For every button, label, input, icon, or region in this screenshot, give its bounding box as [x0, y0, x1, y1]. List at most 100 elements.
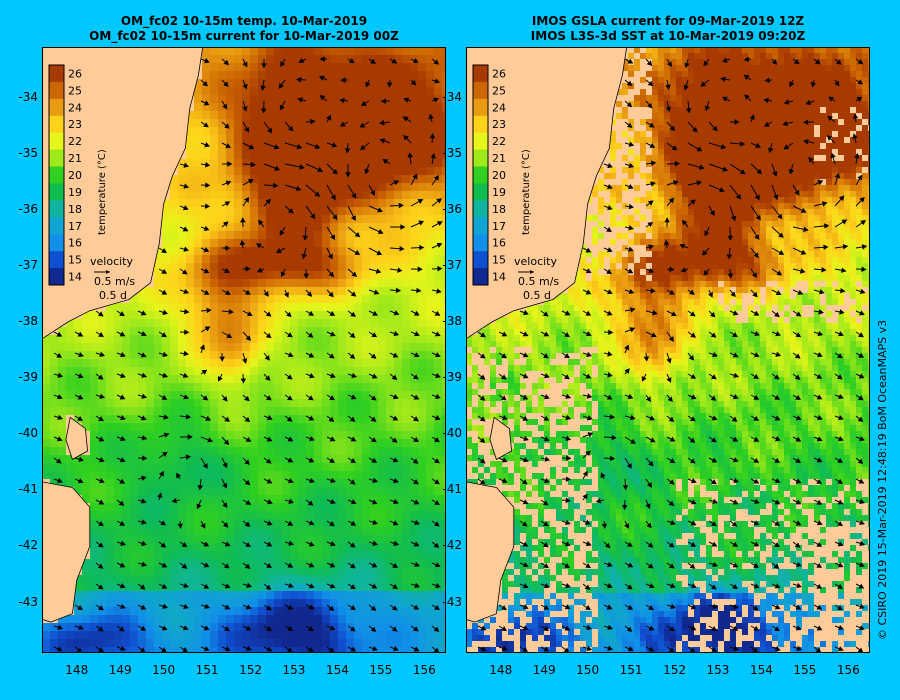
velocity-arrow [263, 163, 281, 171]
velocity-arrow [368, 519, 379, 525]
velocity-arrow [750, 394, 760, 400]
velocity-arrow [834, 267, 847, 273]
velocity-arrow [263, 310, 272, 317]
left-title-line2: OM_fc02 10-15m current for 10-Mar-2019 0… [89, 29, 399, 43]
velocity-arrow [792, 352, 801, 359]
velocity-arrow [389, 58, 398, 64]
velocity-arrow [601, 520, 608, 529]
velocity-arrow [600, 472, 606, 480]
velocity-arrow [263, 604, 272, 611]
velocity-arrow [221, 478, 228, 489]
velocity-arrow [729, 583, 738, 589]
velocity-arrow [158, 646, 167, 653]
velocity-arrow [834, 373, 843, 380]
velocity-arrow [729, 372, 740, 378]
velocity-arrow [305, 499, 314, 506]
velocity-arrow [540, 604, 550, 610]
velocity-arrow [729, 625, 739, 631]
velocity-arrow [284, 625, 294, 631]
velocity-arrow [326, 205, 338, 221]
velocity-arrow [624, 646, 634, 652]
velocity-arrow [855, 415, 864, 422]
velocity-arrow [242, 499, 252, 505]
velocity-arrow [834, 562, 844, 568]
velocity-arrow [687, 562, 696, 569]
velocity-arrow [179, 226, 189, 232]
velocity-arrow [431, 288, 442, 294]
velocity-arrow [410, 173, 418, 186]
velocity-arrow [74, 373, 84, 379]
velocity-arrow [750, 226, 760, 240]
velocity-arrow [199, 344, 205, 354]
velocity-arrow [702, 247, 710, 256]
latitude-tick-label: -39 [442, 370, 462, 385]
velocity-arrow [431, 221, 443, 228]
velocity-arrow [258, 219, 265, 228]
velocity-arrow [498, 331, 508, 337]
velocity-arrow [326, 541, 336, 547]
velocity-arrow [410, 394, 420, 400]
velocity-arrow [116, 394, 126, 400]
velocity-arrow [263, 373, 271, 381]
colorbar-tick-label: 23 [68, 118, 82, 131]
velocity-arrow [666, 646, 675, 653]
velocity-arrow [729, 310, 739, 316]
longitude-tick-label: 151 [619, 663, 643, 677]
velocity-arrow [116, 478, 126, 484]
velocity-arrow [116, 562, 126, 568]
velocity-arrow [645, 457, 654, 467]
velocity-arrow [561, 435, 572, 441]
velocity-arrow [200, 436, 213, 443]
velocity-arrow [645, 604, 655, 611]
velocity-arrow [645, 287, 656, 294]
colorbar-tick-label: 15 [68, 254, 82, 267]
velocity-arrow [744, 94, 752, 102]
velocity-arrow [179, 582, 189, 589]
velocity-arrow [687, 415, 696, 422]
velocity-arrow [116, 331, 126, 337]
velocity-arrow [389, 352, 399, 358]
velocity-arrow [852, 133, 858, 144]
velocity-arrow [855, 288, 866, 295]
velocity-arrow [792, 247, 807, 255]
velocity-arrow [200, 326, 211, 333]
longitude-tick-label: 152 [239, 663, 262, 677]
velocity-arrow [582, 268, 592, 274]
velocity-arrow [221, 221, 229, 228]
velocity-arrow [750, 478, 760, 484]
velocity-arrow [855, 540, 865, 547]
velocity-arrow [95, 310, 104, 317]
velocity-arrow [792, 478, 802, 484]
velocity-arrow [666, 352, 672, 364]
velocity-arrow [582, 310, 592, 316]
velocity-arrow [364, 163, 370, 175]
velocity-arrow [771, 625, 780, 632]
velocity-arrow [792, 541, 801, 548]
velocity-arrow [666, 625, 676, 632]
velocity-arrow [771, 457, 781, 463]
velocity-arrow [687, 436, 696, 443]
velocity-arrow [263, 478, 273, 484]
velocity-arrow [95, 331, 105, 338]
velocity-arrow [854, 152, 860, 165]
colorbar-tick-label: 21 [492, 152, 506, 165]
velocity-arrow [792, 184, 800, 196]
velocity-arrow [750, 205, 761, 221]
velocity-arrow [284, 121, 294, 132]
velocity-arrow [284, 352, 294, 358]
velocity-arrow [687, 121, 698, 133]
velocity-arrow [603, 204, 613, 211]
velocity-arrow [708, 625, 718, 632]
velocity-arrow [179, 308, 190, 315]
velocity-arrow [326, 562, 336, 568]
velocity-arrow [645, 394, 651, 403]
velocity-arrow [179, 288, 189, 295]
velocity-arrow [347, 436, 357, 442]
velocity-arrow [410, 331, 420, 337]
velocity-arrow [389, 287, 402, 294]
velocity-arrow [368, 373, 378, 379]
velocity-arrow [582, 562, 592, 569]
velocity-arrow [666, 562, 675, 569]
velocity-arrow [561, 373, 570, 380]
velocity-arrow [813, 267, 827, 273]
